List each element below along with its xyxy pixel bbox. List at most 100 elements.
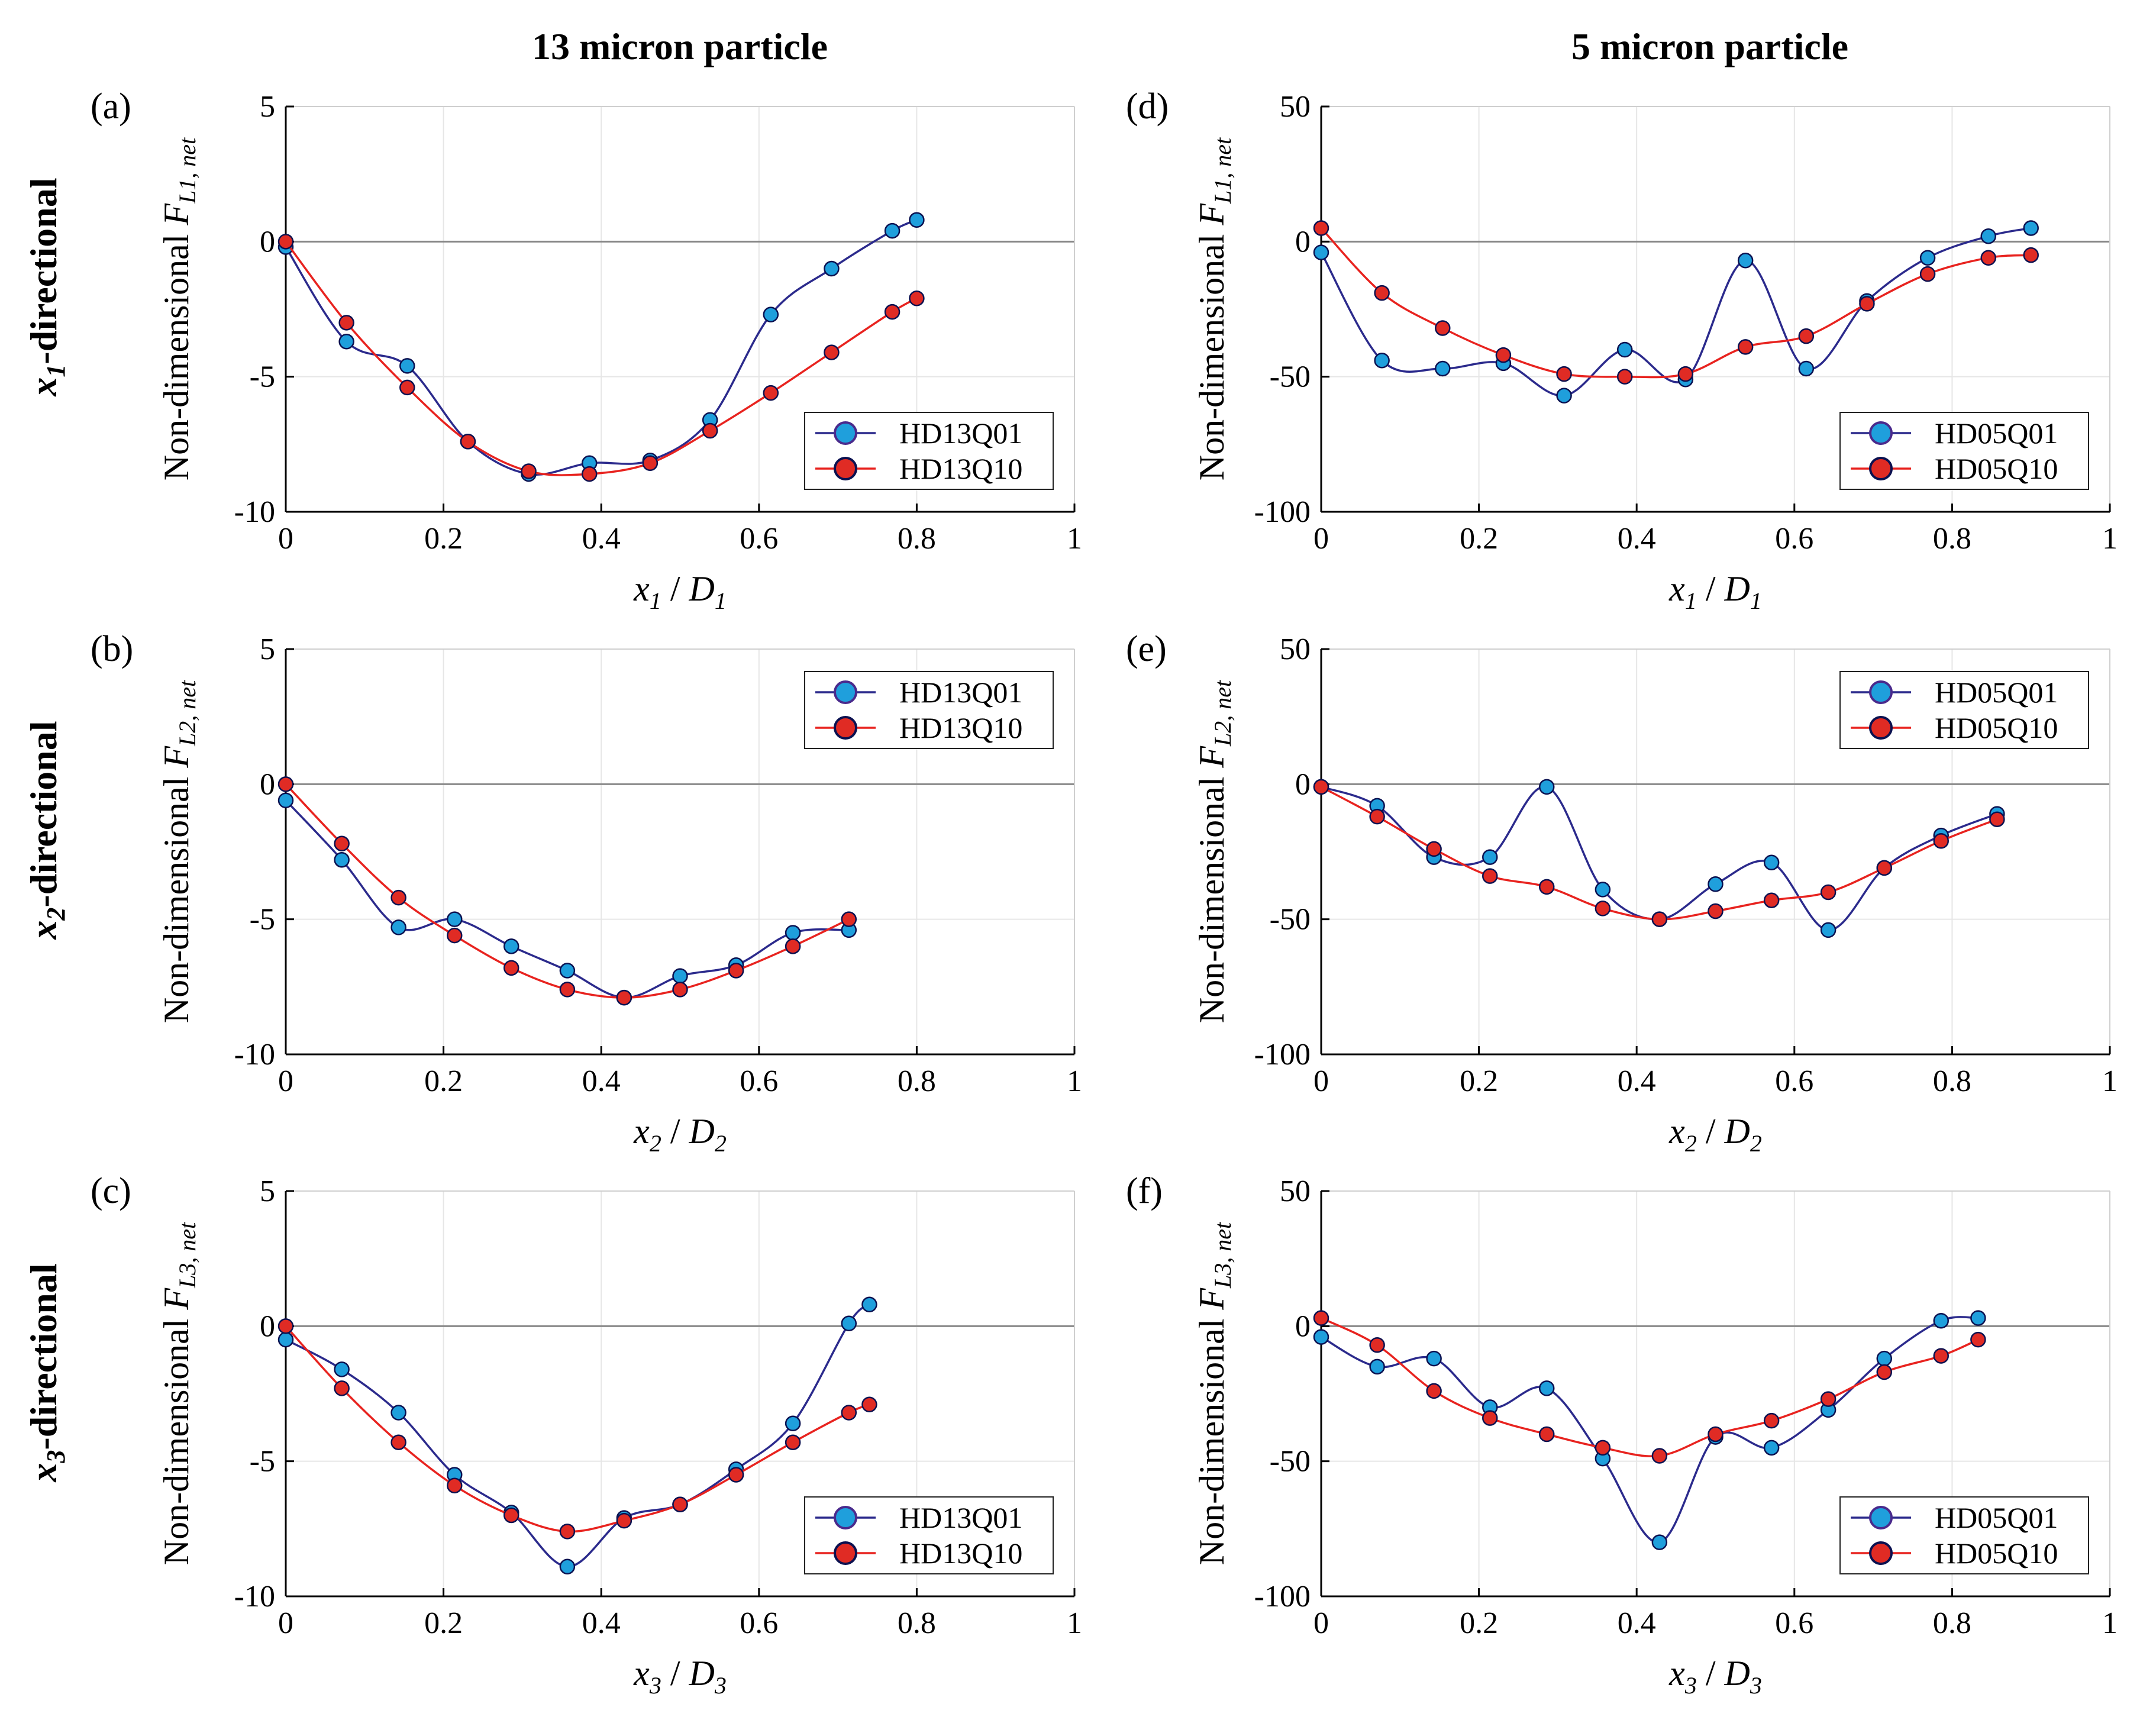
panel-c-ylabel-prefix: Non-dimensional xyxy=(157,1310,196,1566)
panel-c-ylabel-subscript: L3, net xyxy=(174,1222,201,1289)
panel-e-xtick-label: 0.6 xyxy=(1775,1064,1813,1098)
panel-d-series-hd05q01-point xyxy=(1374,353,1390,369)
panel-d-xlabel: x1 / D1 xyxy=(1668,569,1762,614)
panel-b-series-hd13q10-point xyxy=(785,938,801,954)
panel-c: 0 0.2 0.4 0.6 0.8 1 -10 -5 0 5 (c) Non-dimensional … xyxy=(91,1171,1082,1699)
panel-d-series-hd05q10-point xyxy=(1798,328,1815,344)
panel-b-letter: (b) xyxy=(91,629,133,669)
panel-d-xtick-label: 0.8 xyxy=(1933,522,1971,556)
panel-a-xlabel-symbol2: D xyxy=(688,569,714,608)
panel-d-series-hd05q01-point xyxy=(1798,360,1815,377)
panel-b-ytick-label: 0 xyxy=(260,767,275,801)
panel-d-ylabel-symbol: F xyxy=(1192,203,1231,226)
panel-c-series-hd13q01-point xyxy=(277,1331,294,1348)
column-title-5-micron: 5 micron particle xyxy=(1571,25,1848,67)
panel-a-legend-entry-hd13q10-marker xyxy=(834,457,857,480)
panel-e-series-hd05q10-point xyxy=(1820,884,1837,901)
panel-a-series-hd13q10-point xyxy=(909,290,925,306)
panel-a-legend-entry-hd13q01-marker xyxy=(834,421,857,445)
panel-e-legend-entry-hd05q10-marker xyxy=(1869,716,1893,740)
panel-c-xlabel-symbol: x xyxy=(633,1654,650,1693)
panel-f-series-hd05q10-point xyxy=(1651,1448,1668,1464)
panel-e-ytick-label: 50 xyxy=(1280,633,1311,666)
panel-e-xlabel-symbol: x xyxy=(1668,1112,1685,1151)
panel-d-series-hd05q10-point xyxy=(1374,285,1390,301)
panel-d-legend-entry-hd05q10: HD05Q10 xyxy=(1851,452,2058,485)
row-label-x2-text: -directional xyxy=(22,721,64,907)
panel-d-xtick-label: 0.4 xyxy=(1618,522,1656,556)
panel-e-series-hd05q10-point xyxy=(1708,903,1723,919)
panel-f-series-hd05q01-point xyxy=(1369,1358,1385,1375)
panel-e-ylabel-symbol: F xyxy=(1192,746,1231,769)
panel-e-series-hd05q10-point xyxy=(1313,779,1329,795)
panel-d-series-hd05q10-point xyxy=(2023,247,2039,263)
panel-c-xtick-label: 0 xyxy=(278,1606,293,1640)
panel-b-legend-entry-hd13q01-marker xyxy=(834,680,857,704)
panel-e-legend-entry-hd05q01-label: HD05Q01 xyxy=(1935,676,2058,709)
panel-e-legend-entry-hd05q10-label: HD05Q10 xyxy=(1935,711,2058,744)
panel-c-series-hd13q10-point xyxy=(672,1496,688,1512)
panel-f-series-hd05q01-point xyxy=(1763,1440,1780,1456)
panel-e-xtick-label: 0.4 xyxy=(1618,1064,1656,1098)
row-label-x2-subscript: 2 xyxy=(41,908,70,921)
panel-c-xtick-label: 0.2 xyxy=(424,1606,463,1640)
panel-f-series-hd05q10-point xyxy=(1708,1426,1723,1443)
panel-d-series-hd05q10-point xyxy=(1919,266,1936,282)
panel-b-series-hd13q10-point xyxy=(559,982,576,998)
panel-a-xtick-label: 0 xyxy=(278,522,293,556)
panel-b-xlabel-symbol: x xyxy=(633,1112,650,1151)
row-label-x1-symbol: x xyxy=(22,377,64,397)
row-label-x2-symbol: x xyxy=(22,921,64,940)
panel-e-series-hd05q10-point xyxy=(1763,892,1780,908)
panel-f-ylabel-text: Non-dimensional FL3, net xyxy=(1192,1222,1236,1565)
panel-f-series-hd05q01-point xyxy=(1313,1329,1329,1345)
panel-c-series-hd13q01-point xyxy=(841,1315,857,1332)
panel-d-series-hd05q01-point xyxy=(1980,228,1996,244)
panel-b-series-hd13q10-point xyxy=(728,963,744,979)
panel-f-xtick-label: 0 xyxy=(1313,1606,1329,1640)
panel-e-series-hd05q10-point xyxy=(1426,841,1442,857)
panel-d-legend-entry-hd05q01-marker xyxy=(1869,421,1893,445)
row-label-x2: x2-directional xyxy=(22,721,70,940)
panel-d-series-hd05q10-point xyxy=(1616,369,1633,385)
panel-c-xlabel-symbol2: D xyxy=(688,1654,714,1693)
panel-a-xlabel-symbol: x xyxy=(633,569,650,608)
panel-f-ylabel: Non-dimensional FL3, net xyxy=(1192,1222,1236,1565)
panel-d-letter: (d) xyxy=(1126,86,1169,127)
panel-a-series-hd13q10-point xyxy=(277,234,294,250)
panel-a-xtick-label: 1 xyxy=(1067,522,1082,556)
panel-c-series-hd13q10-point xyxy=(390,1434,406,1450)
panel-a-series-hd13q10-point xyxy=(824,344,840,360)
panel-f-ytick-label: -50 xyxy=(1270,1445,1311,1479)
panel-d-xtick-label: 0.6 xyxy=(1775,522,1813,556)
panel-b-series-hd13q01-point xyxy=(503,938,519,954)
panel-b-series-hd13q01-point xyxy=(334,851,350,868)
panel-d-series-hd05q10 xyxy=(1313,220,2039,385)
panel-f-ylabel-subscript: L3, net xyxy=(1209,1222,1236,1289)
panel-d-xtick-label: 0.2 xyxy=(1460,522,1498,556)
panel-e-legend-entry-hd05q01: HD05Q01 xyxy=(1851,676,2058,709)
panel-a-series-hd13q01-point xyxy=(824,260,840,277)
panel-d-legend-entry-hd05q01-label: HD05Q01 xyxy=(1935,417,2058,450)
panel-b-series-hd13q10-point xyxy=(447,927,463,944)
panel-e-xlabel-sep: / xyxy=(1697,1112,1725,1151)
panel-d-xlabel-symbol2: D xyxy=(1723,569,1750,608)
panel-f-series-hd05q01 xyxy=(1313,1310,1986,1550)
panel-b-legend-entry-hd13q01-label: HD13Q01 xyxy=(899,676,1022,709)
panel-e-xlabel-symbol2: D xyxy=(1723,1112,1750,1151)
panel-f-ylabel-symbol: F xyxy=(1192,1287,1231,1311)
panel-e-ytick-label: -50 xyxy=(1270,903,1311,937)
panel-f-series-hd05q10-point xyxy=(1970,1331,1986,1348)
panel-f-xlabel-symbol2: D xyxy=(1723,1654,1750,1693)
panel-b-xlabel-subscript: 2 xyxy=(650,1130,661,1157)
panel-e-series-hd05q10-point xyxy=(1595,901,1611,917)
panel-c-series-hd13q10-point xyxy=(728,1467,744,1483)
panel-c-xtick-label: 0.6 xyxy=(740,1606,778,1640)
panel-e-series-hd05q01-point xyxy=(1708,876,1723,892)
panel-d-ylabel-prefix: Non-dimensional xyxy=(1192,225,1231,481)
panel-c-series-hd13q10-point xyxy=(785,1434,801,1450)
